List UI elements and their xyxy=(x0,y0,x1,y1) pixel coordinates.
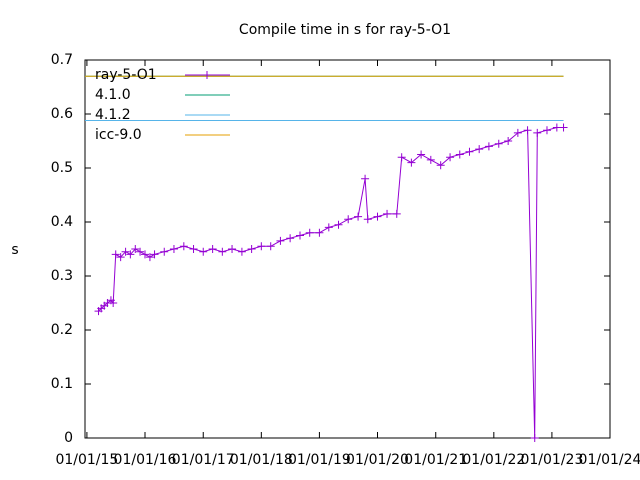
data-point xyxy=(160,247,169,256)
series-line xyxy=(98,127,564,439)
data-point xyxy=(131,245,140,253)
data-point xyxy=(392,209,401,218)
data-point xyxy=(218,247,227,256)
y-tick-label: 0 xyxy=(64,430,73,446)
data-point xyxy=(465,147,474,156)
data-point xyxy=(136,247,145,256)
data-point xyxy=(315,228,324,237)
data-point xyxy=(126,250,135,259)
y-tick-label: 0.3 xyxy=(51,268,73,284)
legend-label: icc-9.0 xyxy=(95,127,142,143)
data-point xyxy=(109,299,118,307)
y-axis-label: s xyxy=(11,242,18,258)
x-tick-label: 01/01/18 xyxy=(230,452,293,468)
data-point xyxy=(208,245,217,253)
data-point xyxy=(504,137,513,145)
data-point xyxy=(361,174,370,183)
data-point xyxy=(257,242,266,251)
data-point xyxy=(397,153,406,162)
data-point xyxy=(121,247,130,256)
data-point xyxy=(417,150,426,159)
data-point xyxy=(169,245,178,253)
data-point xyxy=(334,220,343,229)
data-point xyxy=(436,161,445,170)
x-tick-label: 01/01/16 xyxy=(114,452,177,468)
data-point xyxy=(530,434,539,442)
data-point xyxy=(354,212,363,221)
data-point xyxy=(237,247,246,256)
y-tick-label: 0.1 xyxy=(51,376,73,392)
data-point xyxy=(484,142,493,151)
data-point xyxy=(199,247,208,256)
y-tick-label: 0.5 xyxy=(51,160,73,176)
data-point xyxy=(383,209,392,218)
data-point xyxy=(533,128,542,137)
x-tick-label: 01/01/23 xyxy=(520,452,583,468)
data-point xyxy=(523,126,532,135)
data-point xyxy=(305,228,314,237)
data-point xyxy=(150,250,159,259)
data-point xyxy=(140,250,149,259)
data-point xyxy=(324,223,333,232)
data-point xyxy=(189,245,198,253)
legend-label: 4.1.2 xyxy=(95,107,131,123)
data-point xyxy=(145,253,154,262)
x-tick-label: 01/01/17 xyxy=(172,452,235,468)
data-point xyxy=(455,150,464,159)
y-tick-label: 0.7 xyxy=(51,52,73,68)
data-point xyxy=(276,236,285,245)
x-tick-label: 01/01/24 xyxy=(579,452,640,468)
data-point xyxy=(228,245,237,253)
legend-marker xyxy=(203,71,211,79)
data-point xyxy=(179,242,188,251)
data-point xyxy=(513,128,522,137)
data-point xyxy=(426,155,435,164)
x-tick-label: 01/01/15 xyxy=(55,452,118,468)
data-point xyxy=(344,215,353,224)
data-point xyxy=(111,250,120,259)
data-point xyxy=(446,153,455,162)
x-tick-label: 01/01/22 xyxy=(462,452,525,468)
data-point xyxy=(407,158,416,167)
x-tick-label: 01/01/20 xyxy=(346,452,409,468)
data-point xyxy=(295,231,304,240)
y-tick-label: 0.2 xyxy=(51,322,73,338)
data-point xyxy=(266,242,275,251)
plot-frame xyxy=(84,59,611,439)
data-point xyxy=(494,139,503,148)
data-point xyxy=(542,126,551,135)
data-point xyxy=(247,245,256,253)
x-tick-label: 01/01/21 xyxy=(404,452,467,468)
data-point xyxy=(116,253,125,262)
data-point xyxy=(552,123,561,132)
data-point xyxy=(559,123,568,132)
data-point xyxy=(286,234,295,243)
legend-label: ray-5-O1 xyxy=(95,67,157,83)
y-tick-label: 0.6 xyxy=(51,106,73,122)
legend-label: 4.1.0 xyxy=(95,87,131,103)
y-tick-label: 0.4 xyxy=(51,214,73,230)
chart-title: Compile time in s for ray-5-O1 xyxy=(239,22,451,38)
x-tick-label: 01/01/19 xyxy=(288,452,351,468)
data-point xyxy=(373,212,382,221)
data-point xyxy=(475,145,484,154)
data-point xyxy=(363,215,372,224)
